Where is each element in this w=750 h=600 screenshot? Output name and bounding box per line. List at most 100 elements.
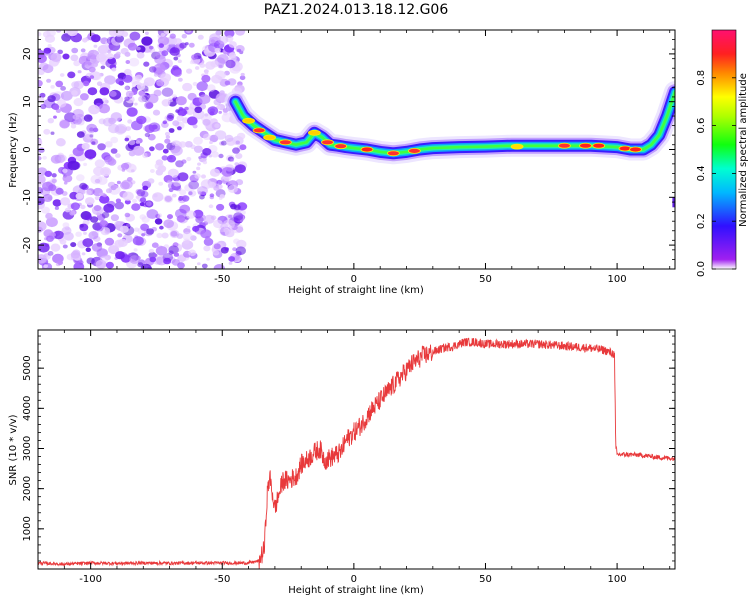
noise-blob — [98, 192, 103, 196]
noise-blob — [175, 109, 180, 113]
noise-blob — [104, 229, 110, 234]
noise-blob — [203, 245, 211, 252]
ridge-peak — [579, 142, 592, 149]
noise-blob — [45, 212, 53, 219]
noise-blob — [53, 115, 57, 119]
noise-blob — [138, 95, 146, 103]
noise-blob — [173, 180, 181, 187]
noise-blob — [114, 34, 125, 43]
noise-blob — [105, 188, 112, 194]
noise-blob — [177, 108, 187, 117]
noise-blob — [38, 62, 49, 71]
noise-blob — [228, 41, 237, 48]
noise-blob — [150, 169, 155, 173]
noise-blob — [70, 242, 77, 248]
noise-blob — [206, 84, 216, 92]
noise-blob — [88, 104, 100, 115]
noise-blob — [175, 96, 187, 106]
noise-blob — [110, 148, 118, 154]
noise-blob — [202, 148, 212, 156]
snr-axes: -100 -50 0 50 100 1000 2000 3000 4000 5000 — [22, 330, 675, 585]
noise-blob — [43, 229, 54, 238]
noise-blob — [219, 78, 229, 87]
noise-blob — [38, 147, 45, 153]
noise-blob — [101, 211, 110, 219]
noise-blob — [53, 230, 64, 240]
noise-blob — [147, 266, 153, 269]
noise-blob — [38, 156, 42, 161]
noise-blob — [91, 71, 102, 81]
noise-blob — [164, 131, 170, 137]
noise-blob — [82, 238, 94, 248]
noise-blob — [146, 93, 159, 104]
colorbar-gradient — [711, 29, 737, 270]
spectrogram-y-tick-label: 0 — [22, 146, 33, 152]
noise-blob — [93, 44, 98, 48]
noise-blob — [50, 85, 55, 89]
noise-blob — [99, 51, 108, 59]
snr-y-tick-label: 2000 — [22, 476, 33, 501]
noise-blob — [232, 255, 242, 263]
noise-blob — [206, 257, 210, 261]
noise-blob — [189, 60, 195, 65]
noise-blob — [236, 239, 247, 249]
snr-frame — [37, 329, 676, 570]
noise-blob — [177, 172, 189, 182]
noise-blob — [214, 47, 221, 54]
noise-blob — [179, 189, 187, 196]
noise-blob — [173, 252, 180, 257]
noise-blob — [75, 231, 82, 237]
noise-blob — [221, 167, 234, 177]
noise-blob — [172, 69, 182, 77]
noise-blob — [76, 174, 85, 182]
noise-blob — [233, 204, 241, 211]
noise-blob — [104, 156, 115, 165]
noise-blob — [196, 166, 201, 171]
noise-blob — [71, 47, 79, 54]
noise-blob — [42, 64, 54, 74]
noise-blob — [82, 37, 88, 43]
noise-blob — [209, 140, 213, 145]
noise-blob — [47, 44, 52, 48]
noise-blob — [38, 226, 43, 233]
noise-blob — [115, 251, 125, 260]
noise-blob — [62, 222, 70, 228]
noise-blob — [134, 102, 138, 106]
noise-blob — [162, 120, 168, 125]
noise-blob — [69, 210, 76, 216]
spectrogram-x-tick-label: -100 — [79, 274, 102, 285]
colorbar-tick-label: 0.6 — [696, 118, 707, 134]
noise-blob — [59, 73, 65, 77]
noise-blob — [94, 159, 105, 168]
noise-blob — [124, 137, 130, 142]
noise-blob — [192, 170, 197, 174]
noise-blob — [104, 141, 113, 148]
noise-blob — [43, 264, 48, 268]
ridge-peak — [592, 142, 606, 149]
noise-blob — [155, 246, 168, 256]
noise-blob — [89, 75, 95, 79]
noise-blob — [167, 112, 175, 119]
noise-blob — [148, 248, 155, 254]
noise-blob — [83, 231, 87, 235]
noise-blob — [94, 178, 101, 184]
noise-blob — [41, 206, 50, 214]
noise-blob — [200, 229, 212, 239]
noise-blob — [51, 178, 57, 183]
noise-blob — [67, 71, 76, 79]
colorbar-tick-label: 0.4 — [696, 165, 707, 181]
noise-blob — [70, 123, 77, 129]
ridge-peak — [278, 139, 292, 146]
noise-blob — [186, 225, 191, 230]
noise-blob — [38, 79, 43, 87]
snr-y-label: SNR (10 * v/v) — [8, 414, 19, 485]
noise-blob — [77, 70, 82, 74]
noise-blob — [133, 248, 138, 252]
noise-blob — [103, 203, 115, 213]
noise-blob — [208, 204, 214, 209]
noise-blob — [131, 203, 141, 211]
noise-blob — [124, 51, 131, 57]
noise-blob — [236, 132, 246, 140]
noise-blob — [117, 233, 123, 238]
